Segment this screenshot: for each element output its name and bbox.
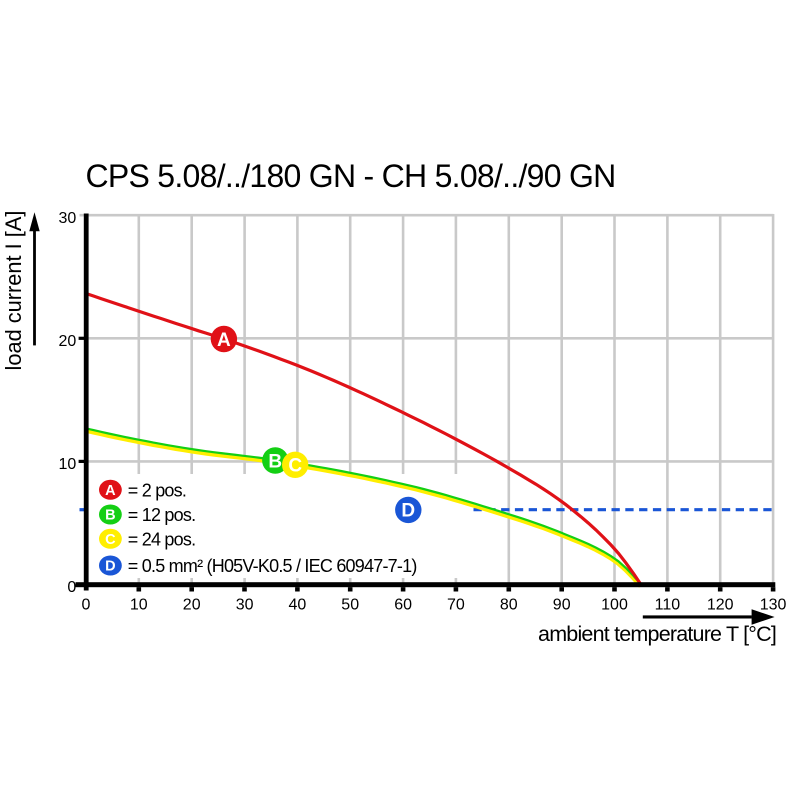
svg-text:110: 110 — [655, 596, 681, 613]
svg-text:50: 50 — [341, 596, 359, 613]
svg-text:20: 20 — [59, 333, 77, 350]
svg-text:100: 100 — [601, 596, 628, 613]
svg-text:= 24 pos.: = 24 pos. — [128, 529, 196, 549]
svg-text:load current I [A]: load current I [A] — [1, 211, 26, 371]
svg-text:130: 130 — [760, 596, 787, 613]
svg-text:C: C — [288, 456, 302, 477]
svg-text:90: 90 — [553, 596, 571, 613]
svg-text:C: C — [105, 532, 116, 548]
svg-text:40: 40 — [289, 596, 307, 613]
svg-text:10: 10 — [130, 596, 148, 613]
svg-text:0: 0 — [82, 596, 91, 613]
svg-text:60: 60 — [394, 596, 412, 613]
svg-text:10: 10 — [59, 456, 77, 473]
svg-text:A: A — [105, 483, 116, 499]
svg-text:80: 80 — [500, 596, 518, 613]
svg-text:20: 20 — [183, 596, 201, 613]
svg-text:0: 0 — [67, 579, 76, 596]
svg-text:B: B — [105, 508, 115, 524]
svg-text:D: D — [401, 501, 415, 522]
svg-text:30: 30 — [236, 596, 254, 613]
svg-text:= 0.5 mm² (H05V-K0.5 / IEC 609: = 0.5 mm² (H05V-K0.5 / IEC 60947-7-1) — [128, 556, 417, 576]
svg-text:30: 30 — [59, 210, 77, 227]
svg-text:120: 120 — [707, 596, 734, 613]
svg-text:B: B — [268, 451, 282, 472]
svg-text:= 2 pos.: = 2 pos. — [128, 480, 186, 500]
svg-text:70: 70 — [447, 596, 465, 613]
svg-text:CPS 5.08/../180 GN - CH 5.08/.: CPS 5.08/../180 GN - CH 5.08/../90 GN — [86, 158, 616, 194]
svg-text:A: A — [217, 330, 231, 351]
svg-text:D: D — [105, 559, 115, 575]
svg-text:= 12 pos.: = 12 pos. — [128, 505, 196, 525]
svg-text:ambient temperature T [°C]: ambient temperature T [°C] — [538, 622, 776, 646]
